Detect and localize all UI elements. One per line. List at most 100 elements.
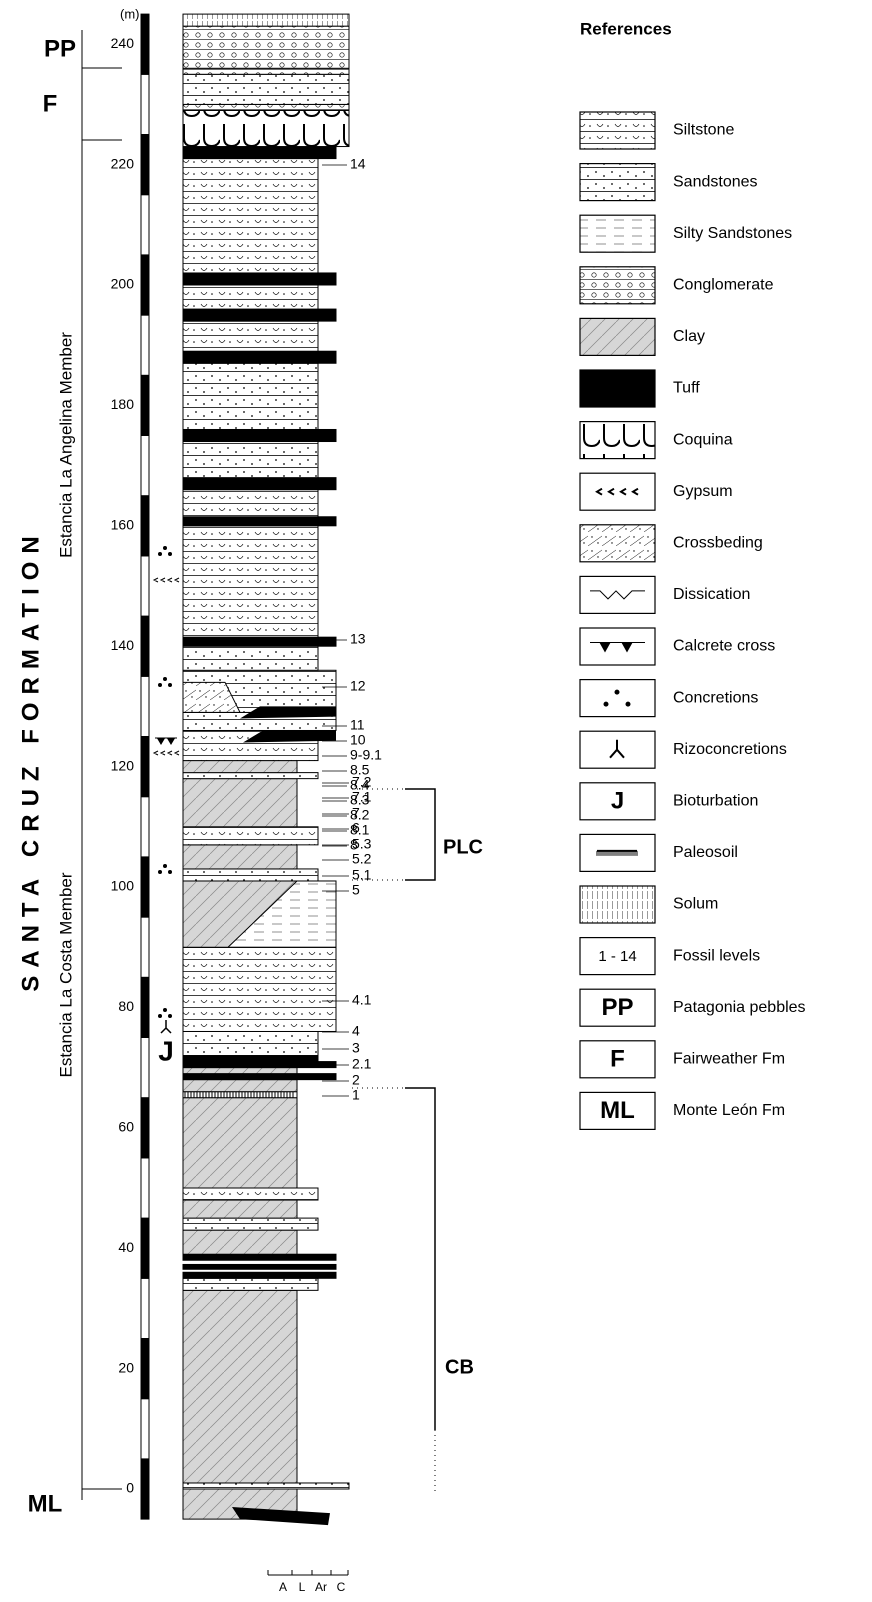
- scale-segment: [141, 255, 149, 315]
- scale-segment: [141, 496, 149, 556]
- legend-label: Concretions: [673, 689, 758, 706]
- concretion-symbol: [158, 683, 162, 687]
- concretion-symbol: [158, 1014, 162, 1018]
- fossil-level-label: 5: [352, 882, 360, 898]
- scale-unit: (m): [120, 6, 140, 21]
- fossil-level-label: 5.3: [352, 836, 372, 852]
- stratigraphic-column-page: (m)240220200180160140120100806040200PPFM…: [0, 0, 872, 1597]
- legend-label: Solum: [673, 896, 718, 913]
- lithology-layer: [183, 26, 349, 68]
- lithology-layer: [183, 1056, 318, 1062]
- scale-segment: [141, 616, 149, 676]
- legend-label: Bioturbation: [673, 793, 758, 810]
- legend-label: Siltstone: [673, 122, 734, 139]
- lithology-layer: [183, 147, 336, 159]
- fossil-level-label: 5.2: [352, 851, 372, 867]
- scale-segment: [141, 977, 149, 1037]
- lithology-layer: [183, 1272, 336, 1278]
- scale-tick-label: 100: [111, 878, 135, 894]
- concretion-symbol: [168, 552, 172, 556]
- scale-tick-label: 180: [111, 396, 135, 412]
- rizoconcretion-symbol: [161, 1020, 171, 1033]
- concretion-symbol: [168, 1014, 172, 1018]
- lithology-layer: [183, 478, 336, 490]
- fossil-level-label: 13: [350, 631, 366, 647]
- fossil-level-label: 7.1: [352, 789, 372, 805]
- formation-label: SANTA CRUZ FORMATION: [17, 528, 44, 992]
- scale-segment: [141, 917, 149, 977]
- legend-swatch: [580, 886, 655, 923]
- concretion-symbol: [168, 870, 172, 874]
- legend-swatch: [580, 267, 655, 304]
- fossil-level-label: 3: [352, 1040, 360, 1056]
- lithology-layer: [183, 1290, 297, 1483]
- legend-label: Patagonia pebbles: [673, 999, 806, 1016]
- lithology-layer: [183, 1188, 318, 1200]
- legend-swatch: [580, 112, 655, 149]
- legend-label: Calcrete cross: [673, 638, 775, 655]
- scale-segment: [141, 436, 149, 496]
- scale-tick-label: 20: [118, 1359, 134, 1375]
- legend-label: Fairweather Fm: [673, 1051, 785, 1068]
- legend-symbol: ML: [600, 1097, 635, 1124]
- legend-swatch: [580, 422, 655, 459]
- legend-swatch: [580, 318, 655, 355]
- concretion-symbol: [163, 677, 167, 681]
- lithology-layer: [183, 68, 349, 74]
- calcrete-symbol: [155, 738, 177, 744]
- lithology-layer: [183, 309, 336, 321]
- grain-size-label: A: [279, 1580, 287, 1594]
- bracket-line: [405, 789, 435, 1430]
- lithology-layer: [183, 110, 349, 146]
- legend-swatch: [580, 164, 655, 201]
- scale-tick-label: 200: [111, 276, 135, 292]
- lithology-layer: [183, 273, 336, 285]
- concretion-symbol: [163, 1008, 167, 1012]
- lithology-layer: [183, 1062, 336, 1068]
- legend-swatch: [580, 473, 655, 510]
- unit-label: ML: [28, 1490, 63, 1517]
- lithology-layer: [183, 14, 349, 26]
- legend-symbol: PP: [601, 994, 633, 1021]
- lithology-layer: [183, 1098, 297, 1188]
- fossil-level-label: 4.1: [352, 992, 372, 1008]
- scale-segment: [141, 1038, 149, 1098]
- lithology-layer: [183, 74, 349, 104]
- grain-size-label: L: [299, 1580, 306, 1594]
- member-label: Estancia La Angelina Member: [56, 332, 75, 558]
- lithology-layer: [183, 429, 336, 441]
- concretion-symbol: [163, 864, 167, 868]
- gypsum-symbol: [154, 751, 179, 755]
- lithology-layer: [183, 1218, 318, 1230]
- fossil-level-label: 2: [352, 1072, 360, 1088]
- references-title: References: [580, 19, 672, 38]
- concretion-symbol: [158, 870, 162, 874]
- legend-symbol: J: [611, 788, 624, 815]
- lithology-layer: [183, 773, 318, 779]
- scale-segment: [141, 797, 149, 857]
- bracket-label: PLC: [443, 836, 483, 858]
- legend-concretion: [626, 702, 631, 707]
- lithology-layer: [183, 1080, 297, 1092]
- legend-label: Tuff: [673, 380, 700, 397]
- scale-tick-label: 240: [111, 35, 135, 51]
- lithology-layer: [183, 869, 318, 881]
- concretion-symbol: [158, 552, 162, 556]
- scale-segment: [141, 737, 149, 797]
- lithology-layer: [183, 104, 349, 110]
- scale-tick-label: 120: [111, 757, 135, 773]
- scale-segment: [141, 1459, 149, 1519]
- legend-label: Fossil levels: [673, 947, 760, 964]
- lithology-layer: [183, 1230, 297, 1254]
- lithology-layer: [183, 1264, 336, 1269]
- legend-label: Paleosoil: [673, 844, 738, 861]
- legend-label: Conglomerate: [673, 277, 774, 294]
- lithology-layer: [183, 159, 318, 273]
- legend-label: Coquina: [673, 431, 733, 448]
- bracket-line: [352, 789, 435, 1495]
- lithology-layer: [183, 1483, 349, 1489]
- member-label: Estancia La Costa Member: [56, 872, 75, 1077]
- scale-segment: [141, 315, 149, 375]
- legend-swatch: [580, 680, 655, 717]
- grain-size-label: C: [337, 1580, 346, 1594]
